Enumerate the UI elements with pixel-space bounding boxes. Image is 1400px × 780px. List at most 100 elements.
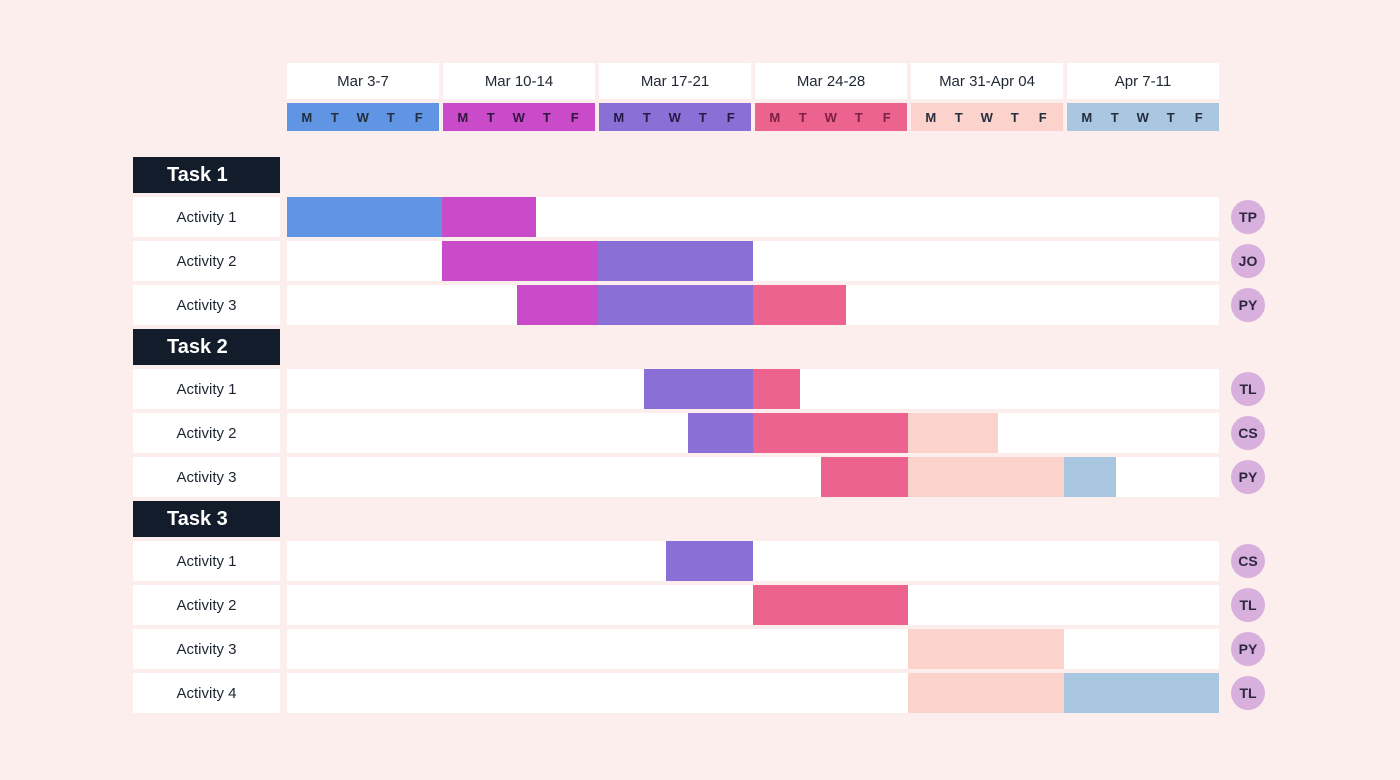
activity-label: Activity 3 [133,629,280,669]
gantt-bar-palepink[interactable] [908,629,1064,669]
assignee-badge[interactable]: TP [1231,200,1265,234]
gantt-bar-rose[interactable] [821,457,909,497]
day-label: T [486,109,496,125]
activity-track [287,457,1219,497]
gantt-bar-rose[interactable] [753,585,909,625]
activity-row: Activity 2 TL [133,585,1265,625]
assignee-badge[interactable]: CS [1231,416,1265,450]
day-label: T [642,109,652,125]
gantt-bar-magenta[interactable] [442,241,598,281]
activity-track [287,629,1219,669]
gantt-bar-purple[interactable] [597,241,753,281]
day-label: T [1010,109,1020,125]
activity-row: Activity 2 CS [133,413,1265,453]
activity-track [287,241,1219,281]
assignee-badge[interactable]: CS [1231,544,1265,578]
day-label: F [570,109,580,125]
task-title: Task 1 [167,164,228,186]
day-label: T [854,109,864,125]
day-label: T [954,109,964,125]
day-label: M [925,109,937,125]
assignee-badge[interactable]: TL [1231,588,1265,622]
activity-row: Activity 2 JO [133,241,1265,281]
task-section-3: Task 3 Activity 1 CS Activity 2 TL Activ… [133,501,1265,713]
gantt-bar-purple[interactable] [644,369,753,409]
day-label: F [1038,109,1048,125]
activity-label: Activity 1 [133,541,280,581]
activity-track [287,541,1219,581]
assignee-badge[interactable]: PY [1231,460,1265,494]
assignee-badge[interactable]: PY [1231,288,1265,322]
activity-row: Activity 3 PY [133,457,1265,497]
activity-track [287,285,1219,325]
task-title: Task 2 [167,336,228,358]
gantt-bar-magenta[interactable] [516,285,598,325]
activity-row: Activity 3 PY [133,629,1265,669]
day-label: W [668,109,682,125]
activity-label: Activity 2 [133,585,280,625]
week-label: Mar 31-Apr 04 [911,63,1063,99]
gantt-bar-rose[interactable] [753,285,847,325]
activity-label: Activity 2 [133,413,280,453]
day-label: M [1081,109,1093,125]
week-label: Mar 17-21 [599,63,751,99]
activity-row: Activity 1 CS [133,541,1265,581]
day-label: M [769,109,781,125]
day-label: W [980,109,994,125]
assignee-badge[interactable]: TL [1231,676,1265,710]
gantt-bar-paleblue[interactable] [1063,457,1117,497]
assignee-badge[interactable]: PY [1231,632,1265,666]
day-label: T [798,109,808,125]
day-label: F [1194,109,1204,125]
task-section-1: Task 1 Activity 1 TP Activity 2 JO Activ… [133,157,1265,325]
day-label: W [356,109,370,125]
week-label: Mar 10-14 [443,63,595,99]
day-label: F [726,109,736,125]
activity-label: Activity 3 [133,285,280,325]
gantt-bar-palepink[interactable] [908,457,1064,497]
activity-track [287,369,1219,409]
day-label: T [698,109,708,125]
chart-area: Mar 3-7 Mar 10-14 Mar 17-21 Mar 24-28 Ma… [133,63,1265,717]
day-label: W [824,109,838,125]
task-header: Task 2 [133,329,280,365]
assignee-badge[interactable]: JO [1231,244,1265,278]
week-label: Mar 3-7 [287,63,439,99]
activity-label: Activity 3 [133,457,280,497]
gantt-bar-rose[interactable] [753,413,909,453]
day-label: M [301,109,313,125]
activity-track [287,673,1219,713]
day-label: T [542,109,552,125]
gantt-bar-palepink[interactable] [908,673,1064,713]
day-label: T [386,109,396,125]
task-section-2: Task 2 Activity 1 TL Activity 2 CS Activ… [133,329,1265,497]
gantt-bar-magenta[interactable] [442,197,536,237]
day-label: T [330,109,340,125]
gantt-bar-purple[interactable] [666,541,753,581]
task-header: Task 1 [133,157,280,193]
activity-row: Activity 1 TL [133,369,1265,409]
gantt-bar-purple[interactable] [687,413,753,453]
gantt-bar-palepink[interactable] [908,413,999,453]
day-label: W [512,109,526,125]
day-label: F [414,109,424,125]
gantt-bar-rose[interactable] [753,369,800,409]
activity-row: Activity 3 PY [133,285,1265,325]
gantt-bar-purple[interactable] [597,285,753,325]
activity-label: Activity 2 [133,241,280,281]
activity-row: Activity 1 TP [133,197,1265,237]
activity-track [287,197,1219,237]
gantt-bar-paleblue[interactable] [1063,673,1219,713]
assignee-badge[interactable]: TL [1231,372,1265,406]
day-label: W [1136,109,1150,125]
week-label: Mar 24-28 [755,63,907,99]
gantt-bar-blue[interactable] [287,197,443,237]
